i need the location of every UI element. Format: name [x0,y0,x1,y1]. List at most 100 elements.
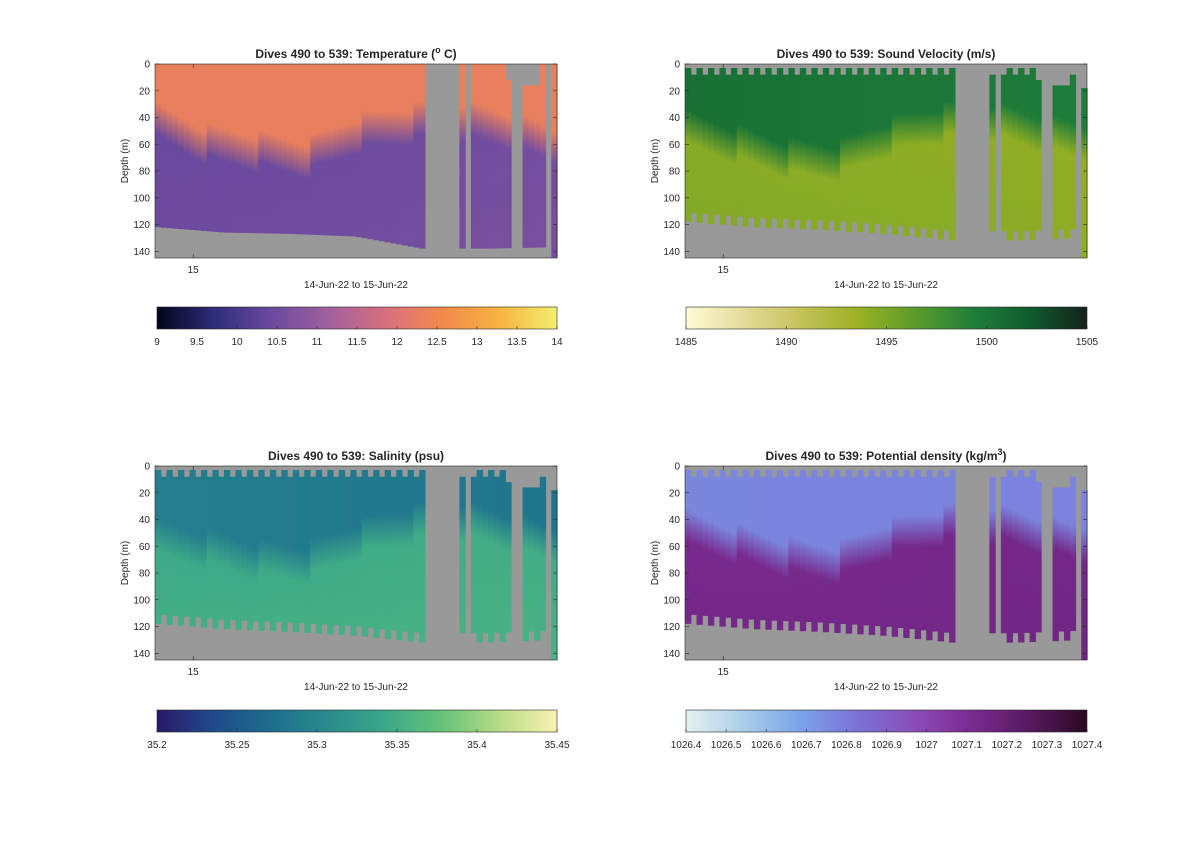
data-column [880,68,887,234]
data-column [759,74,766,219]
panel-0: 0 20 40 60 80 100 120 140 15 14-Jun-22 to 15-Jun-… [120,45,563,348]
data-column [1012,74,1019,232]
data-column [499,470,506,643]
data-column [1069,74,1077,230]
data-column [390,476,397,631]
colorbar-tick-label: 1026.6 [751,740,782,751]
data-column [1006,68,1013,241]
data-column [776,68,784,229]
data-column [246,64,254,234]
data-column [390,64,397,244]
y-axis-label: Depth (m) [650,541,661,585]
data-column [1052,487,1059,642]
x-axis-label: 14-Jun-22 to 15-Jun-22 [304,280,408,291]
data-column [304,470,311,633]
colorbar-tick-label: 1026.7 [791,740,822,751]
data-column [702,476,709,616]
data-column [914,68,922,238]
data-column [493,476,501,633]
data-column [534,85,541,248]
data-column [321,64,328,236]
data-column [1064,487,1071,641]
data-column [886,74,893,225]
data-column [880,470,887,636]
y-tick-label: 20 [139,86,151,97]
data-column [794,74,801,220]
data-column [771,74,778,219]
colorbar-tick-label: 11 [312,337,323,348]
colorbar-tick-label: 35.2 [147,740,167,751]
y-tick-label: 120 [663,220,680,231]
data-column [1006,470,1013,643]
y-tick-label: 140 [663,247,680,258]
data-column [782,476,789,622]
colorbar-tick-label: 12 [391,337,403,348]
data-column [155,64,162,228]
y-tick-label: 140 [133,247,150,258]
data-column [834,470,841,633]
data-column [373,470,380,638]
data-column [281,470,288,632]
data-column [384,470,392,640]
data-column [218,476,225,620]
data-columns [685,68,1088,258]
data-column [235,64,242,233]
data-column [788,68,795,229]
data-column [742,470,749,629]
data-column [863,74,870,224]
data-column [782,74,789,220]
data-column [886,476,893,627]
title-part: 3 [998,447,1003,457]
data-column [1058,487,1065,632]
data-column [817,74,824,221]
y-tick-label: 120 [133,622,150,633]
data-column [252,64,259,234]
data-column [212,64,219,232]
data-column [690,476,698,615]
data-column [183,64,191,230]
data-column [304,64,311,235]
data-column [505,482,512,633]
data-column [419,64,426,249]
data-column [1029,470,1036,643]
data-column [488,470,495,643]
data-column [396,64,403,245]
data-column [241,64,248,233]
data-column [943,476,950,633]
colorbar-tick-label: 35.45 [544,740,569,751]
chart-title: Dives 490 to 539: Salinity (psu) [268,449,444,463]
panel-2: 0 20 40 60 80 100 120 140 15 14-Jun-22 to 15-Jun-… [120,449,570,751]
colorbar-gradient [685,709,1088,733]
y-tick-label: 0 [144,462,150,473]
data-column [1023,74,1031,231]
data-column [172,64,179,229]
data-column [914,470,922,640]
data-column [696,68,703,223]
data-column [378,64,386,242]
y-tick-label: 20 [669,86,681,97]
data-column [891,68,899,235]
data-column [1000,74,1008,232]
y-axis-label: Depth (m) [120,541,131,585]
data-column [926,470,933,641]
data-column [1081,490,1088,660]
axes-box [684,465,1088,661]
data-column [189,470,196,627]
y-tick-label: 40 [669,515,681,526]
colorbar-tick-label: 1505 [1076,337,1099,348]
data-column [476,470,483,643]
data-column [356,64,363,238]
data-column [505,80,512,249]
data-column [206,476,214,619]
data-column [499,64,506,249]
data-column [419,470,426,643]
data-column [373,64,380,241]
data-column [805,476,812,623]
data-column [868,68,876,234]
data-column [269,470,277,632]
data-column [753,470,761,630]
data-column [926,68,933,239]
data-column [321,476,328,625]
data-column [713,476,721,617]
